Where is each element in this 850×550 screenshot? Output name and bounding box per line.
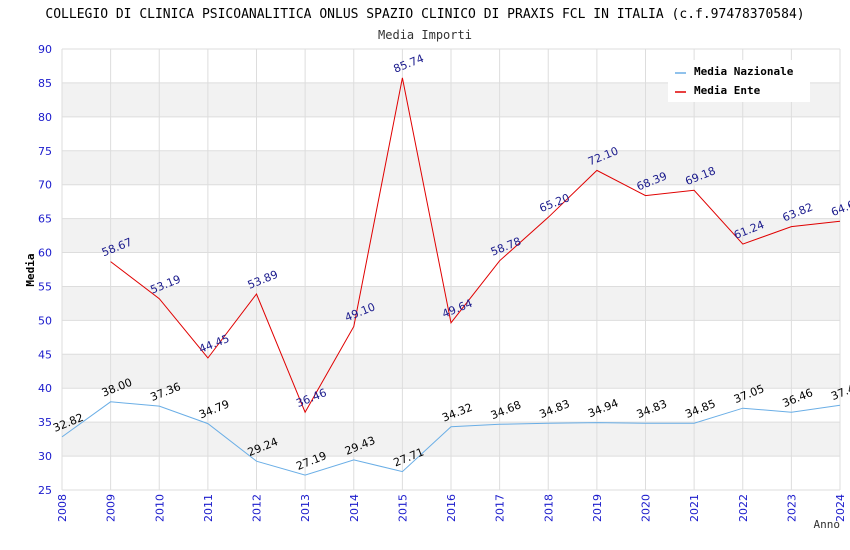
data-label-media-nazionale: 34.68 bbox=[489, 398, 523, 422]
y-tick-labels: 25 30 35 40 45 50 55 60 65 70 75 80 85 90 bbox=[38, 43, 52, 497]
x-tick-label: 2012 bbox=[251, 494, 264, 522]
x-tick-label: 2009 bbox=[105, 494, 118, 522]
data-label-media-nazionale: 34.83 bbox=[538, 397, 572, 421]
y-tick-label: 40 bbox=[38, 382, 52, 395]
chart-title: COLLEGIO DI CLINICA PSICOANALITICA ONLUS… bbox=[45, 7, 804, 22]
y-axis-label: Media bbox=[24, 253, 37, 286]
series-lines bbox=[61, 77, 841, 476]
x-tick-label: 2010 bbox=[153, 494, 166, 522]
y-tick-label: 80 bbox=[38, 111, 52, 124]
x-tick-label: 2024 bbox=[834, 494, 847, 522]
y-tick-label: 55 bbox=[38, 280, 52, 293]
series-line-media-ente bbox=[110, 77, 841, 414]
x-tick-label: 2016 bbox=[445, 494, 458, 522]
x-tick-label: 2023 bbox=[785, 494, 798, 522]
x-tick-labels: 2008 2009 2010 2011 2012 2013 2014 2015 2016 2017… bbox=[56, 494, 847, 522]
data-label-media-ente: 85.74 bbox=[392, 52, 426, 76]
x-tick-label: 2011 bbox=[202, 494, 215, 522]
series-line-media-nazionale bbox=[61, 401, 841, 476]
data-label-media-nazionale: 34.79 bbox=[197, 398, 231, 422]
y-tick-label: 90 bbox=[38, 43, 52, 56]
legend-label-media-nazionale: Media Nazionale bbox=[694, 65, 794, 78]
x-tick-label: 2013 bbox=[299, 494, 312, 522]
x-tick-label: 2008 bbox=[56, 494, 69, 522]
x-tick-label: 2014 bbox=[348, 494, 361, 522]
data-label-media-nazionale: 34.94 bbox=[586, 396, 620, 420]
y-tick-label: 45 bbox=[38, 348, 52, 361]
chart-subtitle: Media Importi bbox=[378, 28, 472, 42]
x-tick-label: 2021 bbox=[688, 494, 701, 522]
x-tick-label: 2020 bbox=[640, 494, 653, 522]
x-tick-label: 2018 bbox=[542, 494, 555, 522]
data-label-media-nazionale: 34.83 bbox=[635, 397, 669, 421]
y-tick-label: 85 bbox=[38, 77, 52, 90]
x-tick-label: 2015 bbox=[396, 494, 409, 522]
legend-box bbox=[668, 60, 810, 102]
x-tick-label: 2019 bbox=[591, 494, 604, 522]
y-tick-label: 60 bbox=[38, 247, 52, 260]
y-tick-label: 70 bbox=[38, 179, 52, 192]
legend-label-media-ente: Media Ente bbox=[694, 84, 761, 97]
y-tick-label: 25 bbox=[38, 484, 52, 497]
x-tick-label: 2017 bbox=[494, 494, 507, 522]
y-tick-label: 65 bbox=[38, 213, 52, 226]
data-label-media-nazionale: 36.46 bbox=[781, 386, 815, 410]
data-label-media-nazionale: 34.32 bbox=[440, 401, 474, 425]
x-grid bbox=[61, 49, 841, 490]
y-tick-label: 50 bbox=[38, 314, 52, 327]
x-tick-label: 2022 bbox=[737, 494, 750, 522]
data-label-media-ente: 36.46 bbox=[294, 386, 328, 410]
data-label-media-ente: 44.45 bbox=[197, 332, 231, 356]
legend: Media Nazionale Media Ente bbox=[668, 60, 810, 102]
y-tick-label: 35 bbox=[38, 416, 52, 429]
y-tick-label: 75 bbox=[38, 145, 52, 158]
x-axis-label: Anno bbox=[814, 518, 841, 531]
y-tick-label: 30 bbox=[38, 450, 52, 463]
